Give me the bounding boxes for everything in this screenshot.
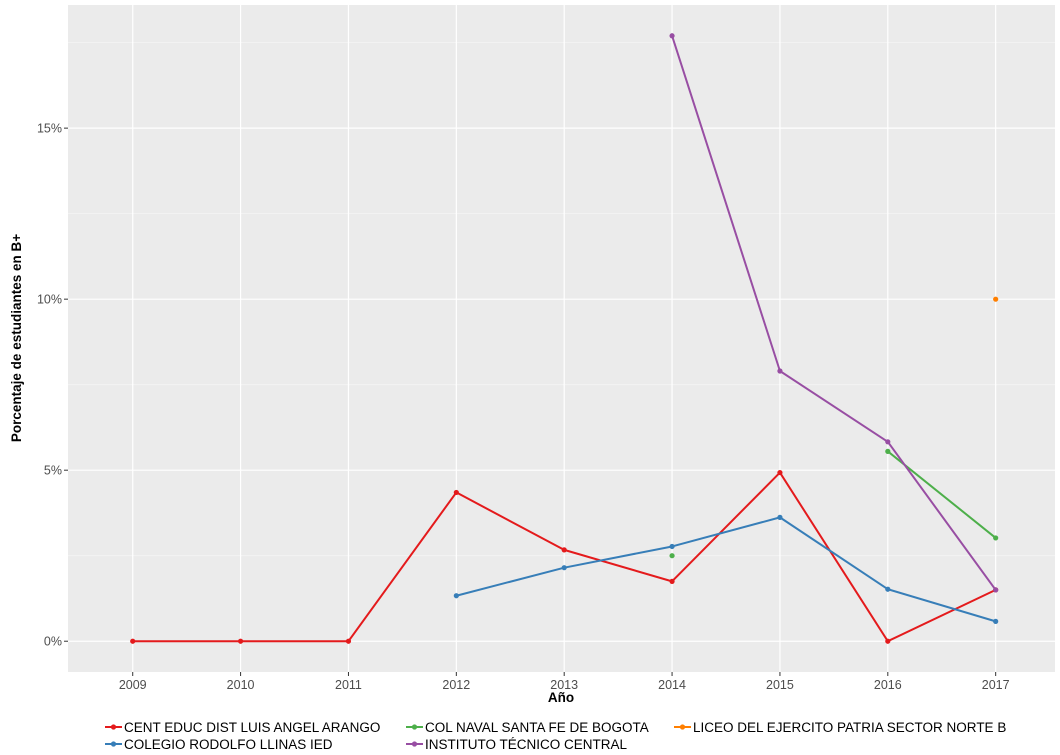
legend-key-point — [110, 741, 117, 747]
major-gridlines — [68, 5, 1055, 672]
series-line — [456, 516, 996, 623]
legend-item: INSTITUTO TÉCNICO CENTRAL — [406, 737, 628, 752]
data-point — [885, 448, 891, 454]
legend-key-point — [411, 724, 418, 730]
x-tick-label: 2015 — [766, 678, 794, 692]
y-tick-label: 15% — [37, 122, 62, 136]
data-point — [669, 578, 675, 584]
data-point — [669, 33, 675, 39]
y-axis-title: Porcentaje de estudiantes en B+ — [9, 234, 24, 442]
legend-item: LICEO DEL EJERCITO PATRIA SECTOR NORTE B — [674, 720, 1006, 735]
legend-label: COLEGIO RODOLFO LLINAS IED — [124, 737, 333, 752]
x-tick-label: 2012 — [442, 678, 470, 692]
data-point — [453, 489, 459, 496]
legend-label: LICEO DEL EJERCITO PATRIA SECTOR NORTE B — [693, 720, 1006, 735]
x-tick-label: 2009 — [119, 678, 147, 692]
y-tick-label: 10% — [37, 293, 62, 307]
data-point — [777, 469, 783, 476]
x-tick-label: 2011 — [335, 678, 362, 692]
legend-item: COLEGIO RODOLFO LLINAS IED — [105, 737, 333, 752]
legend-label: INSTITUTO TÉCNICO CENTRAL — [425, 737, 628, 752]
series-layer — [130, 33, 999, 644]
x-tick-label: 2010 — [227, 678, 255, 692]
legend-key-point — [679, 724, 686, 730]
minor-gridlines — [68, 42, 1055, 557]
data-point — [237, 638, 244, 644]
data-point — [345, 638, 352, 644]
data-point — [885, 586, 891, 592]
series-line — [671, 35, 997, 591]
data-point — [130, 638, 136, 644]
series-1 — [130, 469, 999, 644]
x-tick-label: 2016 — [874, 678, 902, 692]
data-point — [885, 638, 891, 644]
legend-label: CENT EDUC DIST LUIS ANGEL ARANGO — [124, 720, 380, 735]
data-point — [777, 514, 783, 520]
x-axis: 2009 2010 2011 2012 2013 2014 2015 2016 2017 — [119, 672, 1010, 692]
x-tick-label: 2017 — [982, 678, 1010, 692]
data-point — [993, 296, 999, 302]
data-point — [777, 368, 783, 374]
legend: CENT EDUC DIST LUIS ANGEL ARANGO COL NAVA… — [105, 720, 1006, 752]
data-point — [561, 547, 567, 553]
legend-item: COL NAVAL SANTA FE DE BOGOTA — [406, 720, 649, 735]
data-point — [993, 535, 999, 541]
series-3 — [993, 296, 999, 302]
legend-label: COL NAVAL SANTA FE DE BOGOTA — [425, 720, 649, 735]
legend-key-point — [411, 741, 418, 747]
x-tick-label: 2014 — [658, 678, 686, 692]
y-tick-label: 0% — [44, 635, 62, 649]
data-point — [453, 593, 459, 599]
data-point — [993, 587, 999, 593]
series-5 — [669, 33, 999, 593]
y-tick-label: 5% — [44, 464, 62, 478]
series-4 — [453, 514, 999, 624]
plot-panel — [68, 5, 1055, 672]
data-point — [993, 618, 999, 624]
x-axis-title: Año — [548, 690, 574, 705]
legend-key-point — [110, 724, 117, 730]
y-axis: 0% 5% 10% 15% — [37, 122, 68, 649]
data-point — [885, 439, 891, 445]
data-point — [669, 553, 675, 559]
data-point — [669, 543, 675, 550]
data-point — [561, 565, 567, 571]
x-tick-label: 2013 — [550, 678, 578, 692]
legend-item: CENT EDUC DIST LUIS ANGEL ARANGO — [105, 720, 380, 735]
